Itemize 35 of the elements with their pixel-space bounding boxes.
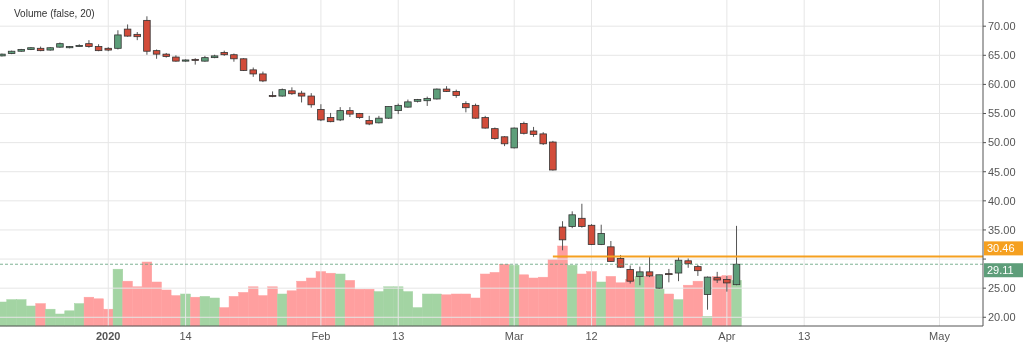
y-tick-label: 70.00 [988,20,1016,33]
candlestick [346,106,354,118]
annotation: Volume (false, 20) [14,8,95,19]
x-tick-label: 12 [585,330,598,342]
y-tick-label: 40.00 [988,194,1016,207]
x-tick-label: Apr [718,330,736,342]
candlestick [288,86,296,96]
bar [673,299,684,327]
candlestick [578,203,586,229]
bar [663,293,674,327]
x-tick-label: Mar [504,330,525,342]
y-tick-label: 25.00 [988,282,1016,295]
y-tick-label: 55.00 [988,107,1016,120]
x-tick-label: 13 [798,330,811,342]
y-tick-label: 65.00 [988,49,1016,62]
ref-line-label: 29.11 [987,264,1014,277]
x-tick-label: May [929,330,951,342]
y-tick-label: 60.00 [988,78,1016,91]
candlestick [462,100,470,113]
candlestick [665,268,673,283]
x-tick-label: 14 [179,330,192,342]
x-tick-label: 2020 [96,330,121,342]
y-tick-label: 20.00 [988,311,1016,324]
bar [112,268,123,327]
bar [35,303,46,327]
candlestick [510,126,518,149]
x-tick-label: Feb [311,330,331,342]
ref-line-label: 30.46 [987,242,1015,255]
candlestick [85,39,93,49]
y-tick-label: 50.00 [988,136,1016,149]
y-tick-label: 45.00 [988,165,1016,178]
y-tick-label: 35.00 [988,223,1016,236]
candlestick [694,264,702,277]
x-tick-label: 13 [392,330,405,342]
candlestick [703,276,712,311]
